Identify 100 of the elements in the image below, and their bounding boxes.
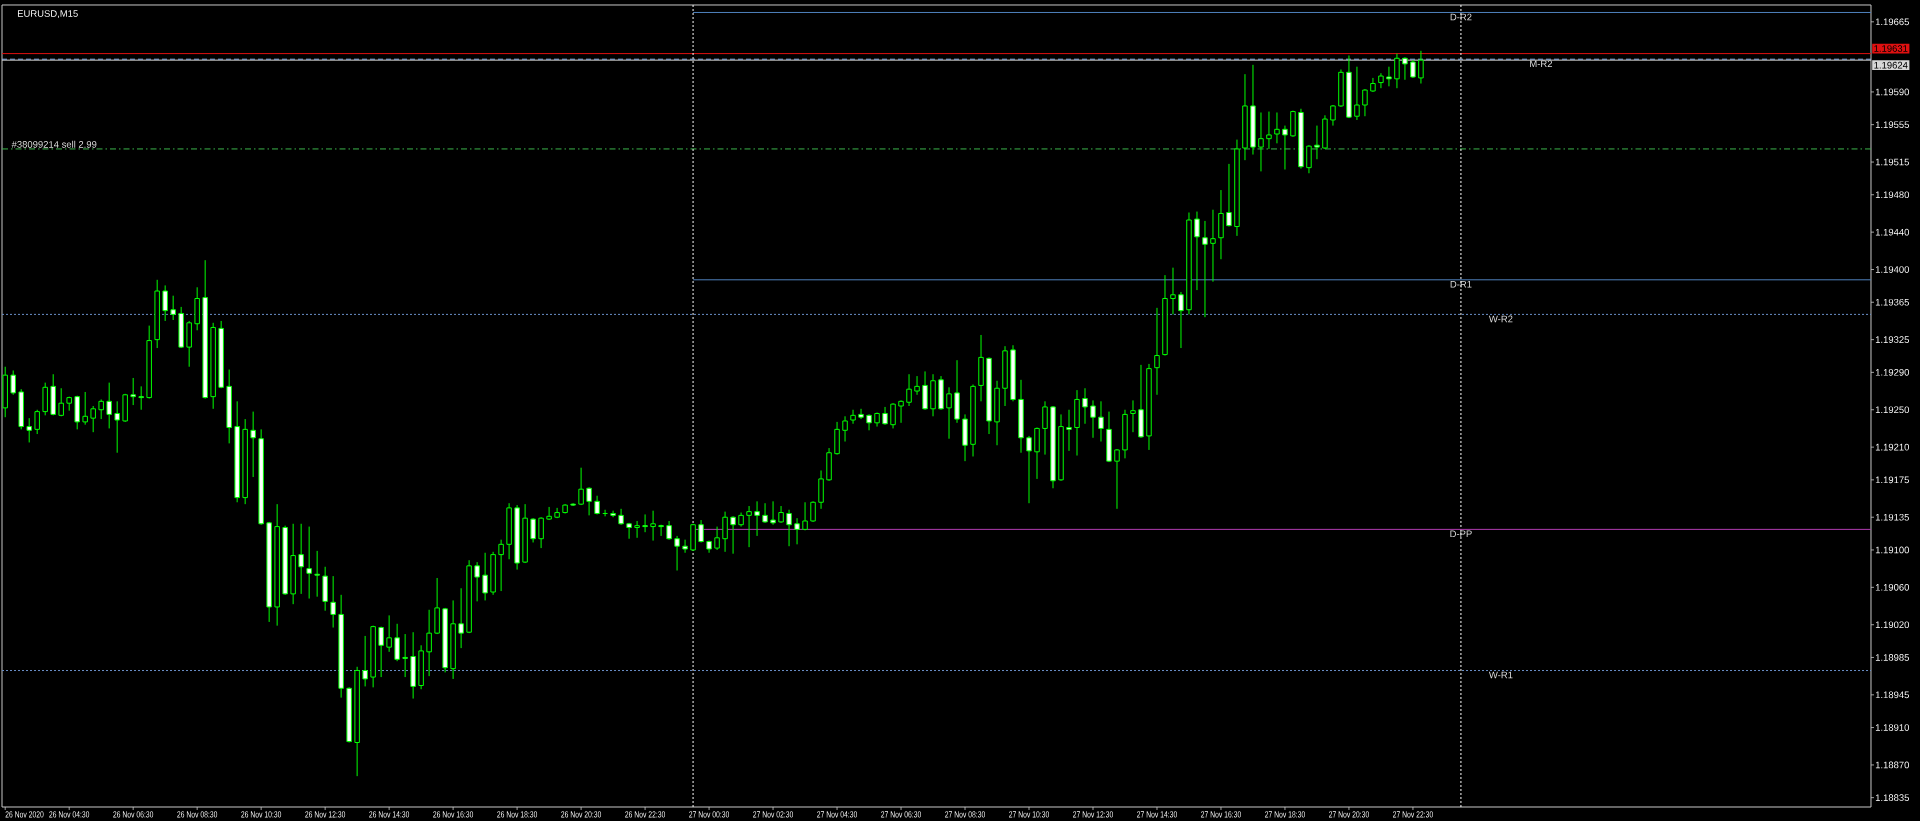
candlestick xyxy=(578,467,584,506)
candlestick xyxy=(306,526,312,600)
candlestick xyxy=(1402,56,1408,81)
candlestick xyxy=(330,575,336,629)
candlestick xyxy=(1258,111,1264,172)
y-tick-label: 1.19365 xyxy=(1875,298,1909,306)
y-tick-label: 1.19290 xyxy=(1875,369,1910,376)
candlestick xyxy=(1330,104,1336,127)
x-tick-label: 27 Nov 04:30 xyxy=(817,811,858,818)
candlestick xyxy=(722,511,728,553)
candlestick xyxy=(386,614,392,653)
y-tick-label: 1.19060 xyxy=(1875,583,1910,591)
candlestick xyxy=(90,405,96,433)
candlestick xyxy=(1194,211,1200,291)
candlestick xyxy=(426,609,432,677)
ref-line-label: #38099214 sell 2.99 xyxy=(11,140,97,148)
candlestick xyxy=(1266,111,1272,150)
candlestick xyxy=(114,400,120,454)
candlestick xyxy=(1274,111,1280,144)
candlestick xyxy=(458,587,464,649)
candlestick xyxy=(498,539,504,592)
candlestick xyxy=(1034,427,1040,480)
candlestick xyxy=(394,623,400,662)
x-tick-label: 26 Nov 20:30 xyxy=(561,811,602,818)
candlestick xyxy=(674,535,680,572)
series-label: D-R1 xyxy=(1450,281,1472,288)
candlestick xyxy=(890,402,896,429)
y-tick-label: 1.19515 xyxy=(1875,158,1909,166)
candlestick xyxy=(58,387,64,417)
candlestick xyxy=(378,626,384,678)
candlestick xyxy=(922,370,928,411)
candlestick xyxy=(842,415,848,443)
candlestick xyxy=(1090,399,1096,439)
candlestick xyxy=(866,413,872,431)
y-tick-label: 1.19175 xyxy=(1875,476,1909,484)
candlestick xyxy=(754,500,760,537)
candlestick xyxy=(538,516,544,549)
x-tick-label: 27 Nov 10:30 xyxy=(1009,811,1049,818)
x-tick-label: 26 Nov 14:30 xyxy=(369,811,410,818)
x-tick-label: 26 Nov 06:30 xyxy=(113,811,154,818)
candlestick xyxy=(1114,448,1120,510)
candlestick xyxy=(650,510,656,542)
candlestick xyxy=(530,517,536,543)
candlestick xyxy=(802,501,808,531)
y-tick-label: 1.18985 xyxy=(1875,654,1909,661)
x-tick-label: 27 Nov 22:30 xyxy=(1393,811,1433,818)
candlestick xyxy=(946,386,952,440)
x-tick-label: 27 Nov 06:30 xyxy=(881,811,922,818)
candlestick xyxy=(106,382,112,429)
candlestick xyxy=(1394,53,1400,89)
candlestick xyxy=(82,391,88,426)
y-tick-label: 1.19665 xyxy=(1875,18,1909,26)
candlestick xyxy=(1130,399,1136,433)
ref-line-label: W-R1 xyxy=(1488,671,1513,679)
candlestick xyxy=(898,399,904,424)
candlestick xyxy=(1178,291,1184,349)
candlestick xyxy=(770,500,776,526)
candlestick xyxy=(658,524,664,537)
candlestick xyxy=(1354,66,1360,121)
candlestick xyxy=(786,509,792,547)
y-tick-label: 1.19325 xyxy=(1875,336,1909,343)
candlestick xyxy=(626,522,632,540)
x-tick-label: 26 Nov 10:30 xyxy=(241,811,282,818)
x-tick-label: 27 Nov 02:30 xyxy=(753,811,794,818)
x-tick-label: 26 Nov 04:30 xyxy=(49,811,90,818)
candlestick xyxy=(34,409,40,435)
candlestick xyxy=(170,295,176,321)
x-tick-label: 27 Nov 14:30 xyxy=(1137,811,1177,818)
y-tick-label: 1.19400 xyxy=(1875,266,1910,273)
candlestick xyxy=(682,539,688,554)
candlestick xyxy=(1170,267,1176,315)
candlestick xyxy=(130,377,136,406)
candlestick xyxy=(1082,387,1088,425)
candlestick xyxy=(250,411,256,478)
chart-title: EURUSD,M15 xyxy=(17,10,78,19)
candlestick xyxy=(1042,400,1048,456)
candlestick xyxy=(586,486,592,516)
candlestick xyxy=(26,417,32,443)
candlestick xyxy=(1386,66,1392,87)
y-tick-label: 1.19135 xyxy=(1875,513,1909,521)
candlestick xyxy=(482,552,488,601)
x-tick-label: 27 Nov 00:30 xyxy=(689,811,730,818)
candlestick xyxy=(1098,400,1104,443)
candlestick xyxy=(1066,409,1072,452)
x-tick-label: 26 Nov 18:30 xyxy=(497,811,538,818)
x-tick-label: 27 Nov 18:30 xyxy=(1265,811,1305,818)
candlestick xyxy=(1226,163,1232,228)
x-tick-label: 26 Nov 16:30 xyxy=(433,811,474,818)
x-tick-label: 26 Nov 08:30 xyxy=(177,811,218,818)
y-tick-label: 1.19440 xyxy=(1875,228,1910,236)
candlestick xyxy=(138,385,144,411)
candlestick xyxy=(746,505,752,548)
x-tick-label: 27 Nov 08:30 xyxy=(945,811,985,818)
x-tick-label: 27 Nov 12:30 xyxy=(1073,811,1113,818)
candlestick xyxy=(850,409,856,425)
candlestick xyxy=(98,398,104,420)
y-tick-label: 1.18870 xyxy=(1875,761,1910,769)
candlestick xyxy=(906,373,912,407)
candlestick xyxy=(810,500,816,523)
candlestick xyxy=(730,515,736,555)
